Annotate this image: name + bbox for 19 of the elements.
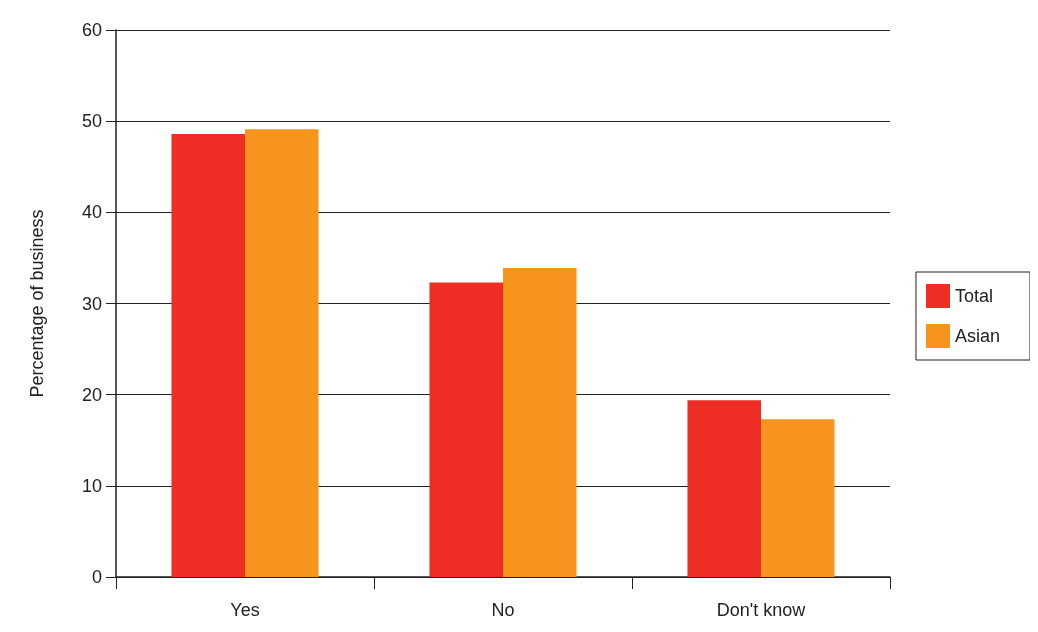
bar [687,400,761,577]
y-tick-label: 0 [91,567,102,587]
y-axis-title: Percentage of business [27,209,47,398]
y-tick-label: 40 [81,202,102,223]
bar [245,129,319,577]
x-tick-label: Don't know [716,600,807,620]
bar [503,267,577,577]
y-tick-label: 20 [81,384,102,405]
y-tick-label: 10 [81,475,102,496]
bar [761,419,835,577]
legend-label: Asian [954,326,1000,346]
bar [429,282,503,577]
legend-label: Total [954,286,993,306]
x-tick-label: Yes [230,600,260,620]
x-tick-label: No [491,600,515,620]
y-tick-label: 30 [81,293,102,314]
bar [171,133,245,577]
y-tick-label: 60 [81,20,102,40]
y-tick-label: 50 [81,111,102,132]
